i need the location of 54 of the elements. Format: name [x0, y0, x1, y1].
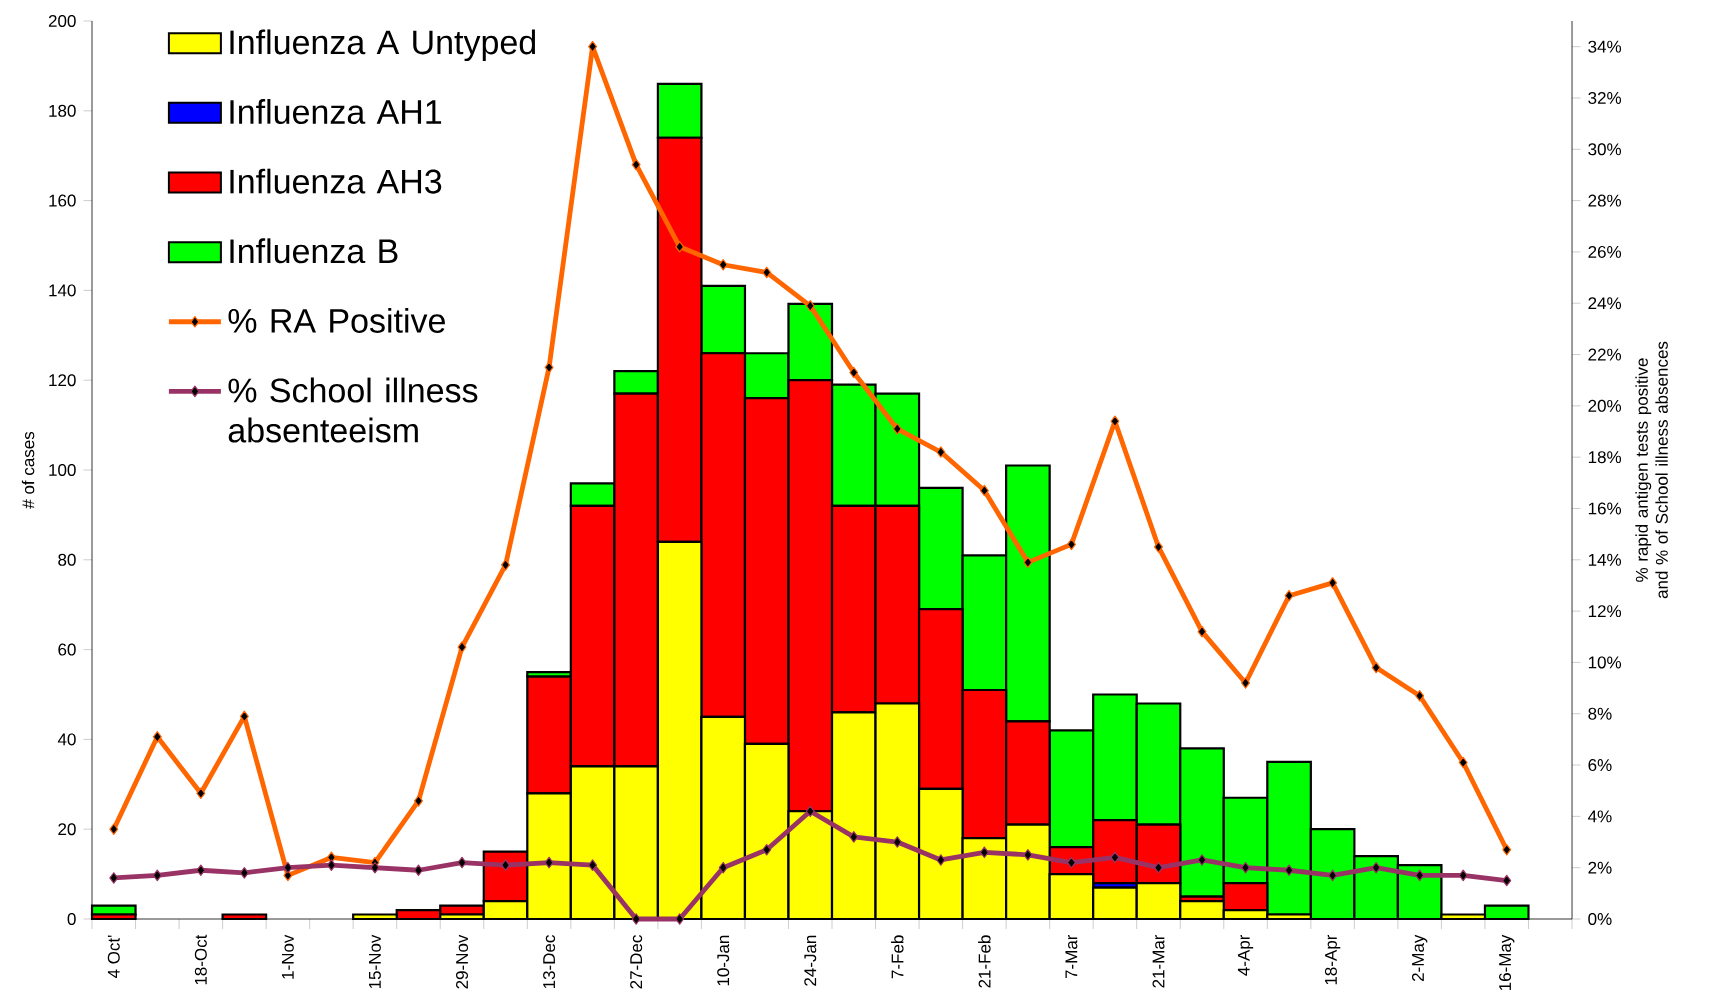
- y-tick-label: 80: [58, 553, 76, 566]
- y2-tick-label: 18%: [1588, 451, 1622, 464]
- y2-tick-label: 26%: [1588, 245, 1622, 258]
- y2-tick-label: 16%: [1588, 502, 1622, 515]
- legend-label: Influenza A Untyped: [230, 29, 536, 62]
- x-tick-label: 24-Jan: [804, 935, 817, 986]
- y2-tick-label: 10%: [1588, 656, 1622, 669]
- x-tick-label: 29-Nov: [456, 934, 469, 989]
- y2-tick-label: 24%: [1588, 297, 1622, 310]
- x-tick-label: 1-Nov: [281, 934, 294, 979]
- x-tick-label: 13-Dec: [543, 935, 556, 989]
- y2-tick-label: 22%: [1588, 348, 1622, 361]
- y-tick-label: 0: [67, 913, 76, 926]
- y2-tick-label: 14%: [1588, 553, 1622, 566]
- y2-tick-label: 4%: [1588, 810, 1612, 823]
- x-tick-label: 7-Feb: [891, 935, 904, 979]
- y2-axis-title: % rapid antigen tests positive and % of School illness absences: [1635, 341, 1668, 599]
- legend-label: % RA Positive: [228, 307, 445, 333]
- y2-tick-label: 32%: [1588, 91, 1622, 104]
- y-axis-title: # of cases: [21, 431, 35, 509]
- y-tick-label: 120: [49, 374, 76, 387]
- x-tick-label: 10-Jan: [717, 935, 730, 986]
- x-tick-label: 15-Nov: [369, 934, 381, 989]
- legend-label: % School illness absenteeism: [228, 377, 478, 443]
- y-tick-label: 100: [49, 464, 76, 477]
- y2-tick-label: 2%: [1588, 861, 1612, 874]
- y2-tick-label: 20%: [1588, 399, 1622, 412]
- x-tick-label: 7-Mar: [1065, 934, 1078, 979]
- y2-tick-label: 6%: [1588, 759, 1612, 772]
- y-tick-label: 180: [49, 104, 76, 117]
- y2-tick-label: 34%: [1588, 40, 1622, 53]
- x-tick-label: 2-May: [1411, 934, 1428, 981]
- y-tick-label: 40: [57, 733, 76, 746]
- y-tick-label: 60: [58, 643, 76, 656]
- y-tick-label: 20: [58, 823, 76, 836]
- y-tick-label: 160: [49, 194, 76, 207]
- legend-label: Influenza B: [230, 238, 398, 264]
- x-tick-label: 18-Oct: [194, 934, 207, 985]
- y-tick-label: 140: [49, 284, 76, 297]
- x-tick-label: 4-Apr: [1237, 934, 1254, 976]
- x-tick-label: 21-Feb: [978, 935, 991, 988]
- y2-tick-label: 30%: [1588, 143, 1622, 156]
- y2-tick-label: 28%: [1588, 194, 1622, 207]
- x-tick-label: 18-Apr: [1324, 934, 1341, 985]
- legend-label: Influenza AH3: [230, 168, 442, 194]
- x-tick-label: 27-Dec: [630, 935, 643, 989]
- y2-tick-label: 0%: [1588, 913, 1612, 926]
- x-tick-label: 4 Oct': [107, 935, 120, 979]
- x-tick-label: 16-May: [1499, 934, 1515, 990]
- x-tick-label: 21-Mar: [1152, 934, 1165, 988]
- legend-label: Influenza AH1: [230, 99, 442, 125]
- y2-tick-label: 8%: [1588, 707, 1612, 720]
- y-tick-label: 200: [48, 15, 76, 28]
- y2-tick-label: 12%: [1588, 605, 1622, 618]
